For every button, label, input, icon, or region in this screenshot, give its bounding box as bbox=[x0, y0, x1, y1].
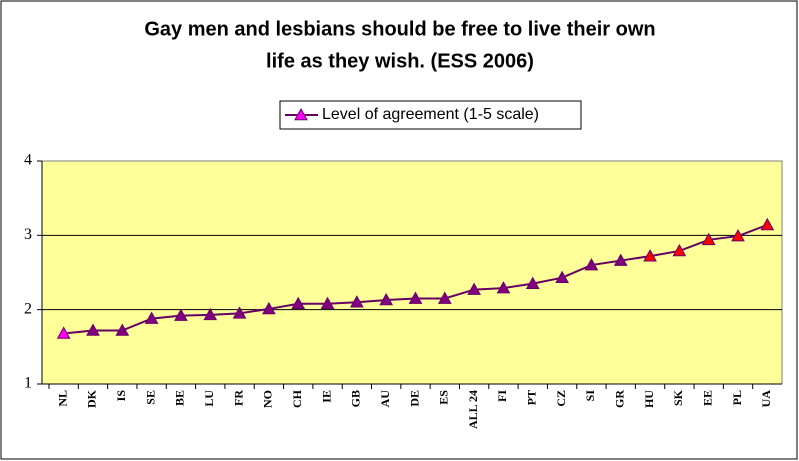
x-tick-label: HU bbox=[642, 390, 656, 408]
x-tick-label: CZ bbox=[554, 390, 568, 407]
x-tick-label: PL bbox=[730, 390, 744, 405]
x-tick-label: IE bbox=[319, 390, 333, 403]
data-point bbox=[555, 270, 569, 284]
x-tick-label: PT bbox=[525, 390, 539, 405]
data-point bbox=[174, 308, 188, 321]
data-point bbox=[760, 217, 775, 231]
data-point bbox=[203, 307, 218, 321]
data-point bbox=[613, 253, 628, 266]
data-point bbox=[291, 296, 306, 310]
x-tick-label: SI bbox=[583, 390, 597, 402]
data-point bbox=[701, 232, 716, 246]
x-tick-label: FR bbox=[231, 390, 245, 406]
legend-marker bbox=[294, 107, 308, 121]
plot-area bbox=[41, 160, 783, 385]
x-tick-label: SE bbox=[143, 390, 157, 405]
x-tick-label: ALL 24 bbox=[466, 390, 480, 429]
data-point bbox=[86, 323, 100, 336]
data-point bbox=[320, 296, 335, 310]
x-tick-label: GR bbox=[612, 390, 626, 408]
data-point bbox=[437, 291, 452, 304]
data-point bbox=[496, 281, 511, 294]
y-tick-label: 3 bbox=[24, 226, 32, 243]
x-tick-label: ES bbox=[437, 390, 451, 405]
data-point bbox=[379, 292, 394, 306]
data-point bbox=[232, 306, 247, 319]
data-point bbox=[408, 291, 423, 304]
x-tick-label: NO bbox=[261, 390, 275, 408]
x-tick-label: IS bbox=[114, 390, 128, 402]
data-point bbox=[525, 276, 540, 289]
y-tick-label: 4 bbox=[24, 152, 32, 169]
data-point bbox=[350, 295, 364, 308]
x-tick-label: AU bbox=[378, 390, 392, 408]
data-point bbox=[584, 258, 599, 271]
data-point bbox=[56, 326, 71, 339]
chart-title: life as they wish. (ESS 2006) bbox=[266, 50, 534, 72]
data-point bbox=[467, 282, 481, 295]
x-tick-label: NL bbox=[55, 390, 69, 407]
x-tick-label: FI bbox=[495, 390, 509, 402]
data-point bbox=[731, 229, 745, 242]
x-tick-label: UA bbox=[759, 390, 773, 408]
x-tick-label: CH bbox=[290, 389, 304, 408]
x-tick-label: DE bbox=[407, 390, 421, 407]
data-point bbox=[643, 249, 657, 262]
y-tick-label: 1 bbox=[24, 375, 32, 392]
x-tick-label: EE bbox=[700, 390, 714, 406]
legend-box bbox=[279, 100, 582, 130]
y-tick-label: 2 bbox=[24, 300, 32, 317]
x-tick-label: SK bbox=[671, 389, 685, 406]
x-tick-label: DK bbox=[85, 389, 99, 408]
x-tick-label: BE bbox=[173, 390, 187, 406]
chart-title: Gay men and lesbians should be free to l… bbox=[144, 18, 655, 40]
legend-label: Level of agreement (1-5 scale) bbox=[322, 106, 539, 123]
data-point bbox=[115, 323, 130, 336]
x-tick-label: GB bbox=[349, 390, 363, 407]
data-point bbox=[262, 301, 276, 315]
x-tick-label: LU bbox=[202, 390, 216, 407]
data-point bbox=[672, 243, 687, 257]
data-point bbox=[144, 311, 159, 324]
